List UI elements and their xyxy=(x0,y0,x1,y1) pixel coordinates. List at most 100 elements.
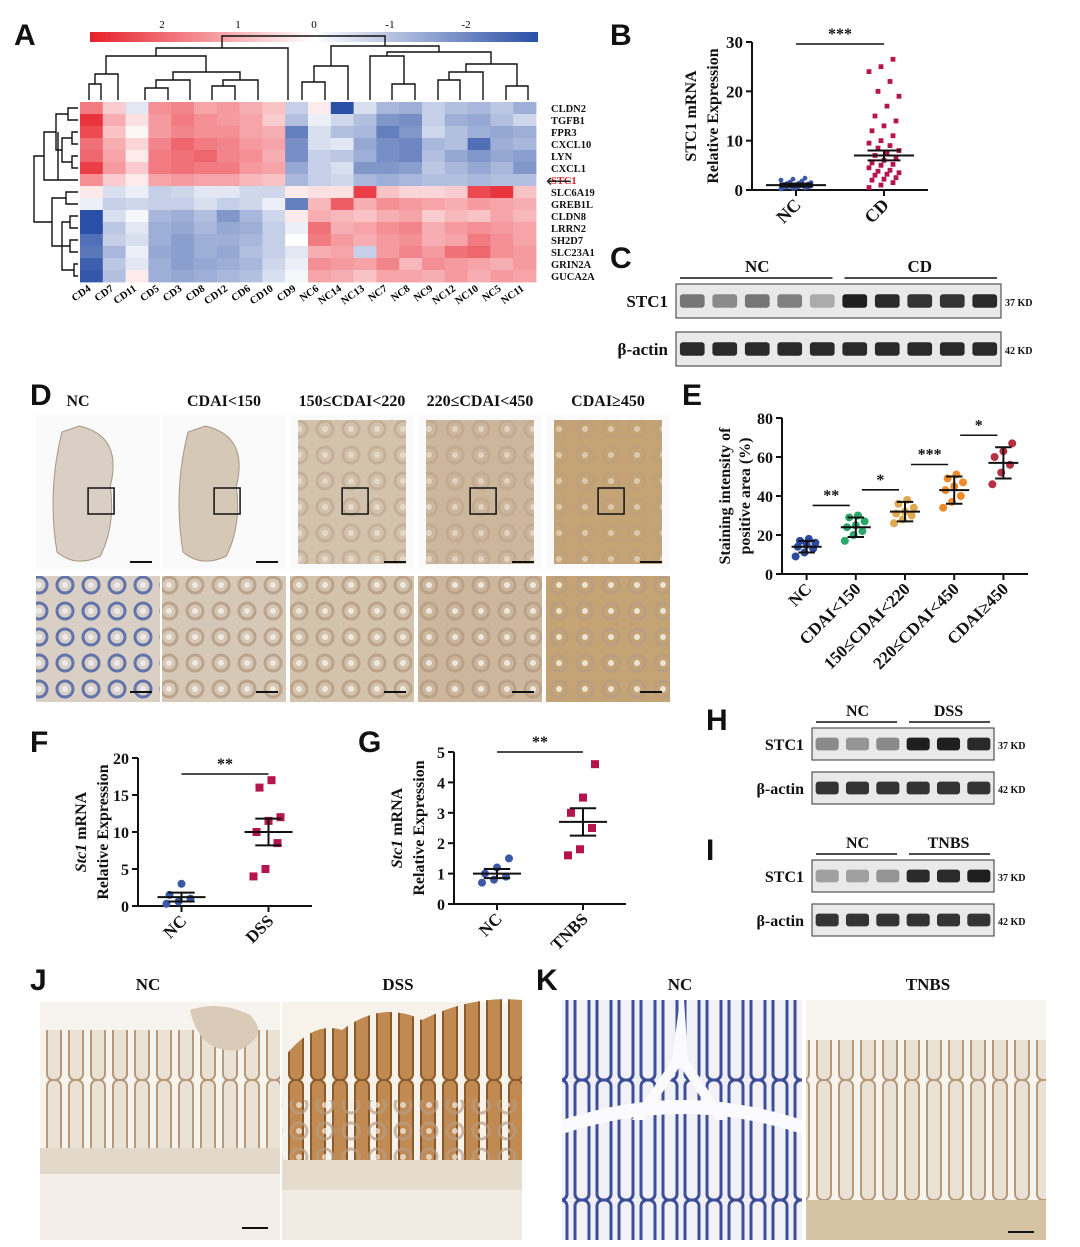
data-point xyxy=(866,185,872,190)
panel-label-d: D xyxy=(30,379,52,412)
blot-strip xyxy=(811,771,995,805)
data-point xyxy=(956,492,965,500)
heatmap-cell xyxy=(308,222,332,235)
data-point xyxy=(878,182,884,188)
heatmap-cell xyxy=(194,258,218,271)
data-point xyxy=(893,175,899,181)
heatmap-cell xyxy=(308,174,332,187)
heatmap-cell xyxy=(148,210,172,223)
colorbar-ticks: 2 1 0 -1 -2 xyxy=(159,19,470,31)
panel-label-i: I xyxy=(706,834,714,867)
data-point xyxy=(896,93,902,99)
data-point xyxy=(579,793,587,802)
sample-label: NC12 xyxy=(431,283,458,307)
comparison-label: * xyxy=(975,417,983,434)
heatmap-cell xyxy=(490,270,514,283)
y-tick-label: 0 xyxy=(121,899,129,916)
heatmap-cell xyxy=(125,126,149,139)
data-point xyxy=(799,178,805,184)
panel-label-k: K xyxy=(536,964,558,997)
heatmap-cell xyxy=(444,222,468,235)
x-tick-label: NC xyxy=(475,909,506,940)
heatmap-cell xyxy=(125,102,149,115)
data-point xyxy=(267,776,276,785)
heatmap-cell xyxy=(513,150,537,163)
heatmap-cell xyxy=(194,126,218,139)
heatmap-cell xyxy=(330,270,354,283)
heatmap-cell xyxy=(285,150,309,163)
heatmap-cell xyxy=(422,102,446,115)
heatmap-cell xyxy=(353,102,377,115)
blot-row-label: β-actin xyxy=(756,781,804,798)
blot-row-label: STC1 xyxy=(626,292,668,311)
d-inset-box xyxy=(213,487,241,515)
heatmap-cell xyxy=(444,186,468,199)
significance-label: ** xyxy=(217,756,233,773)
x-tick-label: CD xyxy=(860,195,893,228)
blot-band xyxy=(809,342,835,356)
heatmap-cell xyxy=(285,198,309,211)
heatmap-cell xyxy=(399,138,423,151)
d-column-header: CDAI<150 xyxy=(187,393,261,410)
data-point xyxy=(959,478,967,487)
heatmap-cell xyxy=(80,162,104,175)
heatmap-cell xyxy=(171,270,195,283)
heatmap-cell xyxy=(262,186,286,199)
panel-f: 0 5 10 15 20 NC DSS Stc1 mRNA Relative Expressio… xyxy=(73,751,312,947)
heatmap-cell xyxy=(285,138,309,151)
blot-band xyxy=(845,869,870,883)
sample-label: NC14 xyxy=(317,283,345,307)
sample-label: CD4 xyxy=(70,283,94,304)
gene-label: SLC6A19 xyxy=(551,188,595,199)
heatmap-cell xyxy=(308,246,332,259)
heatmap-cell xyxy=(308,258,332,271)
panel-d: NC CDAI<150 150≤CDAI<220 220≤CDAI<450 CDAI≥4… xyxy=(36,393,670,702)
y-axis-label: Stc1 mRNA xyxy=(73,791,90,872)
blot-band xyxy=(939,342,965,356)
significance-label: ** xyxy=(532,734,548,751)
data-point xyxy=(890,180,896,185)
heatmap-cell xyxy=(376,234,400,247)
data-point xyxy=(988,480,997,489)
d-tissue xyxy=(178,425,240,562)
heatmap-cell xyxy=(467,234,491,247)
panel-a: 2 1 0 -1 -2 CLDN2TGFB1FPR3CXCL10LYNCXCL1STC1… xyxy=(33,19,595,307)
heatmap-cell xyxy=(376,270,400,283)
heatmap-cell xyxy=(239,186,263,199)
heatmap-cell xyxy=(125,162,149,175)
heatmap-cell xyxy=(399,258,423,271)
heatmap-cell xyxy=(80,186,104,199)
k-tnbs-image xyxy=(806,1000,1046,1240)
heatmap-cell xyxy=(444,126,468,139)
blot-band xyxy=(777,294,803,308)
heatmap-cell xyxy=(194,162,218,175)
heatmap-cell xyxy=(513,126,537,139)
heatmap-cell xyxy=(216,222,240,235)
blot-band xyxy=(777,342,803,356)
heatmap-cell xyxy=(148,234,172,247)
heatmap-cell xyxy=(444,270,468,283)
heatmap-cell xyxy=(171,246,195,259)
heatmap-cell xyxy=(102,186,126,199)
panel-j: NC DSS xyxy=(40,975,522,1240)
blot-band xyxy=(967,781,991,795)
heatmap-cell xyxy=(125,234,149,247)
heatmap-cell xyxy=(444,246,468,259)
panel-g: 0 1 2 3 4 5 NC TNBS Stc1 mRNA Relative Expression… xyxy=(389,734,626,954)
d-bottom-crypts xyxy=(290,576,414,702)
y-tick-label: 1 xyxy=(437,867,445,884)
blot-kd-label: 42 KD xyxy=(998,917,1026,928)
data-point xyxy=(881,176,887,182)
heatmap-cell xyxy=(422,246,446,259)
heatmap-cell xyxy=(422,234,446,247)
d-bottom-crypts xyxy=(36,576,160,702)
heatmap-cell xyxy=(376,126,400,139)
data-point xyxy=(576,845,584,854)
heatmap-cell xyxy=(330,234,354,247)
gene-label: SLC23A1 xyxy=(551,248,595,259)
heatmap-cell xyxy=(285,102,309,115)
heatmap-cell xyxy=(513,102,537,115)
blot-band xyxy=(907,342,933,356)
heatmap-cell xyxy=(102,258,126,271)
heatmap-cell xyxy=(467,258,491,271)
